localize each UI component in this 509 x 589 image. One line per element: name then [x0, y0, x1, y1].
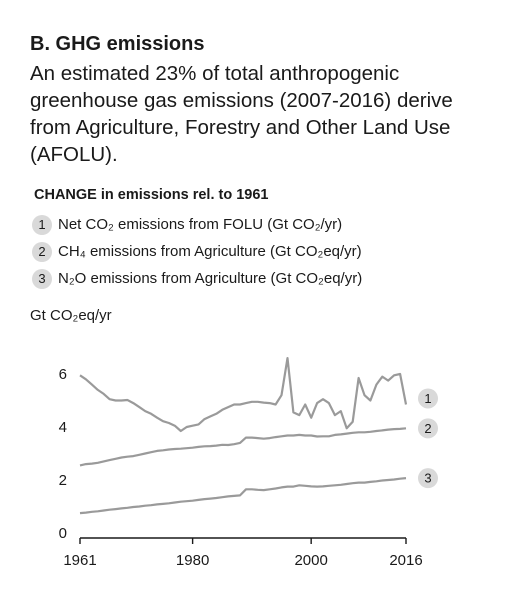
series-line-1	[79, 357, 408, 433]
legend-item: 3 N₂O emissions from Agriculture (Gt CO₂…	[32, 265, 362, 292]
chart-legend: 1 Net CO₂ emissions from FOLU (Gt CO₂/yr…	[32, 211, 362, 292]
legend-number-badge: 1	[32, 214, 52, 235]
legend-item: 2 CH₄ emissions from Agriculture (Gt CO₂…	[32, 238, 362, 265]
legend-item: 1 Net CO₂ emissions from FOLU (Gt CO₂/yr…	[32, 211, 362, 238]
y-axis-unit-label: Gt CO₂eq/yr	[30, 307, 112, 324]
x-tick-label: 1961	[63, 552, 96, 569]
series-line-3	[79, 477, 407, 515]
series-end-badge: 2	[418, 418, 438, 439]
x-tick-label: 1980	[176, 552, 209, 569]
series-end-badge-label: 2	[424, 421, 431, 436]
legend-number-badge: 3	[32, 268, 52, 289]
legend-number-badge: 2	[32, 241, 52, 262]
series-end-badge: 1	[418, 388, 438, 409]
y-tick-label: 6	[59, 366, 67, 383]
chart-title: CHANGE in emissions rel. to 1961	[34, 187, 269, 203]
y-tick-label: 0	[59, 525, 67, 542]
panel-headline: An estimated 23% of total anthropogenic …	[30, 62, 453, 166]
legend-label: Net CO₂ emissions from FOLU (Gt CO₂/yr)	[58, 216, 343, 233]
series-end-badge: 3	[418, 468, 438, 489]
x-tick-label: 2000	[294, 552, 327, 569]
x-tick-label: 2016	[389, 552, 422, 569]
panel-label: B. GHG emissions	[30, 33, 205, 55]
series-line-2	[79, 427, 407, 467]
y-tick-label: 4	[59, 419, 67, 436]
series-end-badge-label: 1	[424, 391, 431, 406]
y-tick-label: 2	[59, 472, 67, 489]
series-end-badge-label: 3	[424, 471, 431, 486]
legend-label: CH₄ emissions from Agriculture (Gt CO₂eq…	[58, 243, 362, 260]
legend-label: N₂O emissions from Agriculture (Gt CO₂eq…	[58, 270, 363, 287]
